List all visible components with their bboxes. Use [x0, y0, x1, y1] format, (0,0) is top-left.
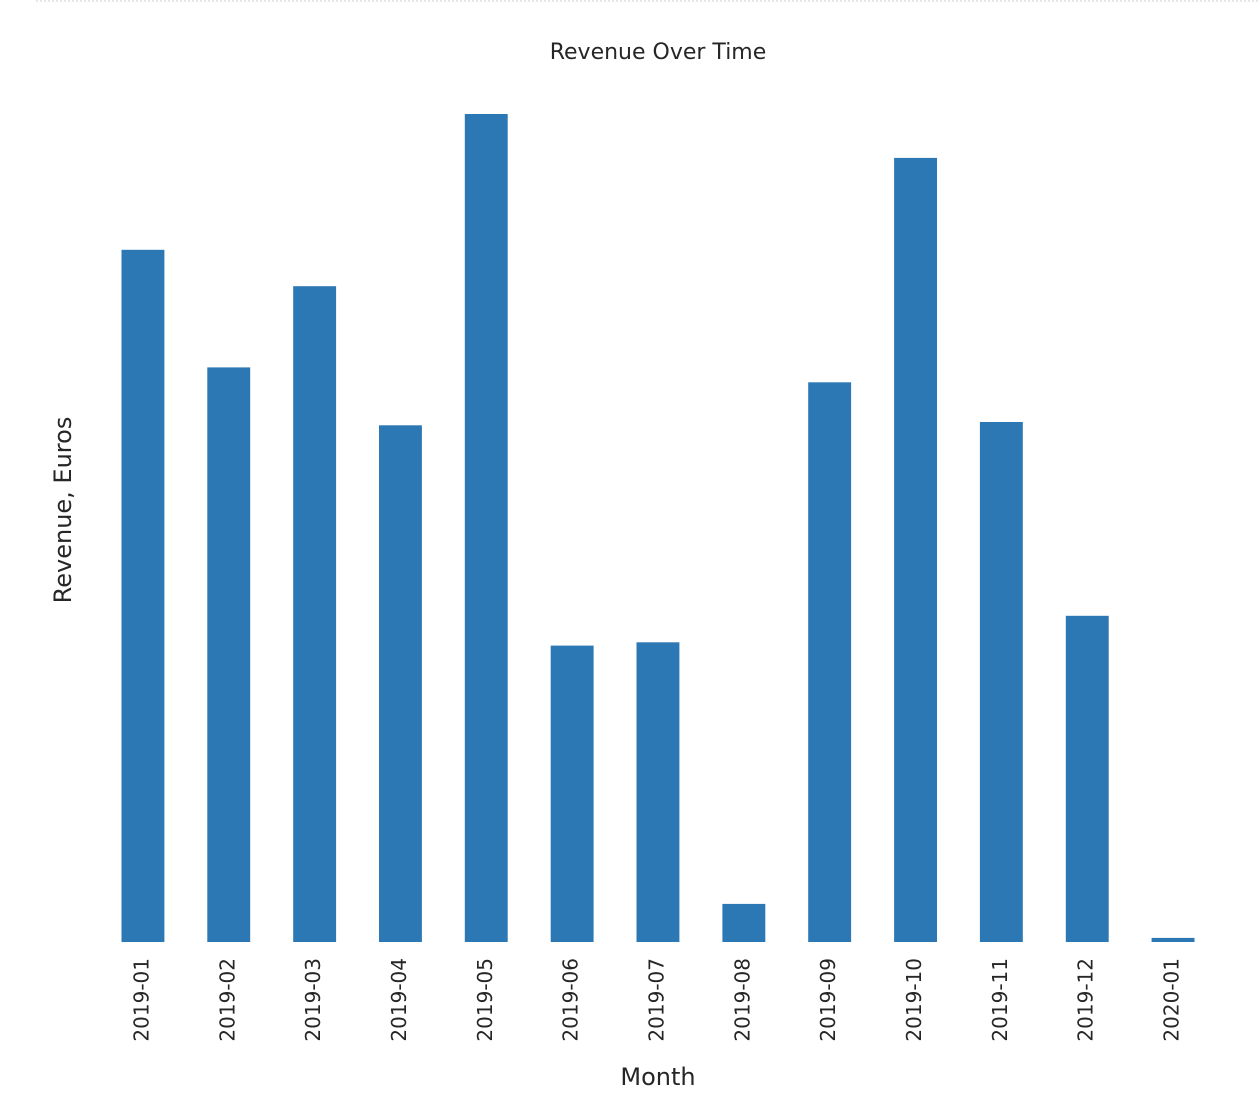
x-tick-2019-12: 2019-12	[1074, 958, 1098, 1042]
x-tick-2019-06: 2019-06	[559, 958, 583, 1042]
x-tick-2020-01: 2020-01	[1160, 958, 1184, 1042]
x-tick-2019-07: 2019-07	[645, 958, 669, 1042]
y-axis-label: Revenue, Euros	[49, 417, 77, 604]
bar-2019-04	[379, 425, 422, 942]
x-tick-2019-03: 2019-03	[301, 958, 325, 1042]
x-tick-2019-02: 2019-02	[215, 958, 239, 1042]
bar-2019-03	[293, 286, 337, 942]
bars-group	[121, 114, 1195, 943]
x-tick-2019-04: 2019-04	[387, 958, 411, 1042]
bar-2019-08	[722, 903, 766, 942]
x-tick-2019-08: 2019-08	[730, 958, 754, 1042]
bar-2019-06	[550, 645, 594, 942]
x-tick-2019-05: 2019-05	[473, 958, 497, 1042]
x-tick-2019-09: 2019-09	[816, 958, 840, 1042]
bar-2019-02	[207, 367, 251, 942]
bar-2019-01	[121, 249, 165, 943]
x-tick-2019-11: 2019-11	[988, 958, 1012, 1042]
bar-2019-11	[979, 422, 1023, 942]
bar-2019-07	[636, 642, 680, 942]
bar-2019-09	[808, 382, 852, 942]
bar-2019-12	[1065, 615, 1109, 942]
bar-2019-10	[894, 157, 937, 942]
x-axis-label: Month	[620, 1063, 695, 1091]
x-tick-2019-10: 2019-10	[902, 958, 926, 1042]
bar-2019-05	[464, 114, 508, 942]
x-tick-2019-01: 2019-01	[129, 958, 153, 1042]
x-tick-labels: 2019-01 2019-02 2019-03 2019-04 2019-05 2019-…	[129, 958, 1183, 1042]
chart-title: Revenue Over Time	[550, 40, 767, 65]
bar-2020-01	[1151, 937, 1195, 942]
